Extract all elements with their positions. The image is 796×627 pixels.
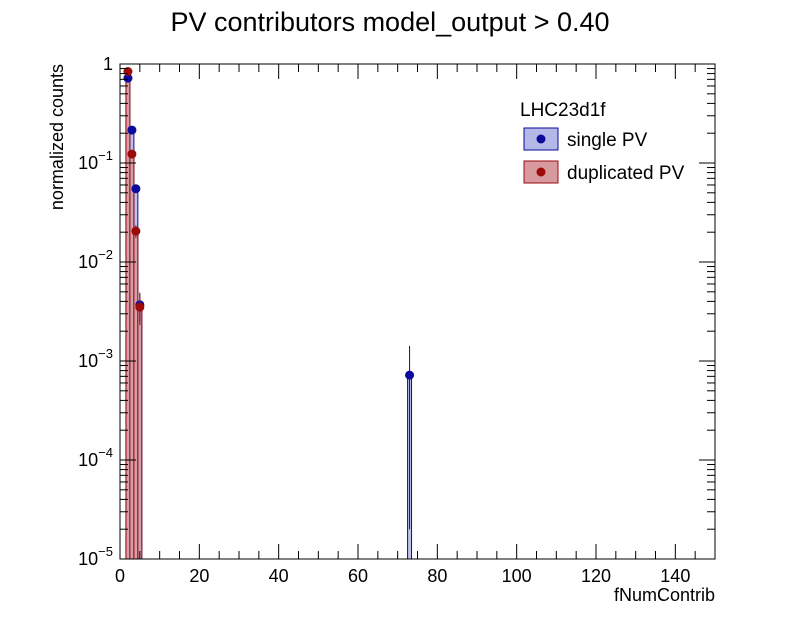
x-tick-label: 0 (115, 566, 125, 586)
legend-label-1: duplicated PV (567, 163, 685, 184)
series-1-bar-0 (125, 70, 131, 560)
legend-marker-1 (536, 167, 546, 177)
y-tick-label-exponent: −4 (98, 445, 113, 460)
y-axis-label: normalized counts (47, 64, 67, 210)
y-tick-label-1: 10−1 (78, 148, 113, 173)
y-tick-label-exponent: −2 (98, 247, 113, 262)
y-tick-label-4: 10−4 (78, 445, 113, 470)
y-tick-label-base: 10 (78, 549, 98, 569)
x-tick-label: 100 (502, 566, 532, 586)
series-1-point-3 (135, 302, 145, 312)
series-1-bar-2 (133, 230, 139, 560)
legend-marker-0 (536, 134, 546, 144)
x-tick-label: 80 (427, 566, 447, 586)
series-0-point-0 (123, 73, 133, 83)
y-tick-label-2: 10−2 (78, 247, 113, 272)
series-0-point-1 (127, 125, 137, 135)
legend-entry-0: single PV (523, 127, 648, 151)
x-tick-label: 40 (269, 566, 289, 586)
x-tick-label: 140 (660, 566, 690, 586)
series-0-point-4 (405, 370, 415, 380)
series-1-point-2 (131, 226, 141, 236)
y-tick-label-exponent: −3 (98, 346, 113, 361)
legend-label-0: single PV (567, 130, 648, 151)
series-1-bar-1 (129, 153, 135, 560)
y-tick-label-exponent: −5 (98, 544, 113, 559)
y-tick-label-base: 10 (78, 252, 98, 272)
y-tick-label-base: 10 (78, 153, 98, 173)
legend-header: LHC23d1f (520, 100, 606, 121)
series-1-point-1 (127, 149, 137, 159)
y-tick-label-base: 10 (78, 450, 98, 470)
x-tick-label: 20 (189, 566, 209, 586)
y-tick-label-5: 10−5 (78, 544, 113, 569)
y-tick-label-3: 10−3 (78, 346, 113, 371)
legend-entry-1: duplicated PV (523, 160, 685, 184)
x-tick-label: 60 (348, 566, 368, 586)
y-tick-label-base: 10 (78, 351, 98, 371)
x-axis-label: fNumContrib (614, 585, 715, 605)
chart-title: PV contributors model_output > 0.40 (170, 7, 609, 37)
series-1-bar-3 (137, 306, 143, 560)
y-tick-label-exponent: −1 (98, 148, 113, 163)
series-0-point-2 (131, 184, 141, 194)
legend: LHC23d1f single PV duplicated PV (520, 100, 685, 184)
y-tick-label-0: 1 (103, 54, 113, 74)
x-tick-label: 120 (581, 566, 611, 586)
